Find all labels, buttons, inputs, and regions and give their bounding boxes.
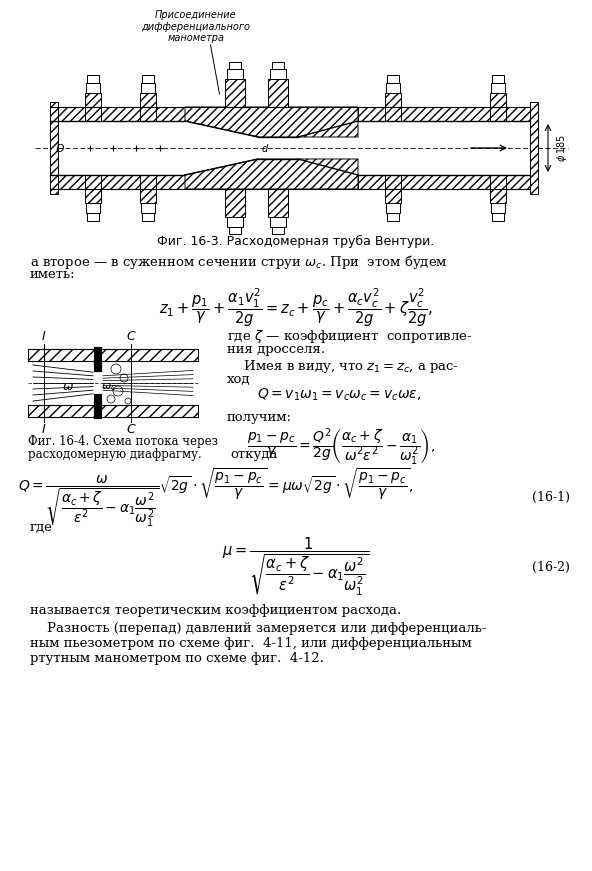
Polygon shape: [491, 203, 505, 213]
Polygon shape: [492, 75, 504, 83]
Text: ртутным манометром по схеме фиг.  4-12.: ртутным манометром по схеме фиг. 4-12.: [30, 652, 324, 665]
Polygon shape: [86, 83, 100, 93]
Polygon shape: [227, 69, 243, 79]
Text: $\omega_c$: $\omega_c$: [101, 381, 117, 393]
Text: (16-1): (16-1): [532, 491, 570, 504]
Polygon shape: [28, 349, 198, 361]
Polygon shape: [28, 405, 198, 417]
Polygon shape: [268, 79, 288, 107]
Polygon shape: [229, 227, 241, 234]
Text: где $\zeta$ — коэффициент  сопротивле-: где $\zeta$ — коэффициент сопротивле-: [227, 328, 472, 345]
Text: откуда: откуда: [230, 448, 278, 461]
Text: Имея в виду, что $z_1=z_c$, а рас-: Имея в виду, что $z_1=z_c$, а рас-: [227, 358, 459, 375]
Polygon shape: [141, 203, 155, 213]
Polygon shape: [358, 175, 530, 189]
Polygon shape: [185, 159, 358, 189]
Polygon shape: [272, 227, 284, 234]
Text: $z_1 + \dfrac{p_1}{\gamma} + \dfrac{\alpha_1 v_1^2}{2g} = z_c + \dfrac{p_c}{\gam: $z_1 + \dfrac{p_1}{\gamma} + \dfrac{\alp…: [159, 286, 433, 328]
Text: где: где: [30, 521, 53, 534]
Polygon shape: [225, 189, 245, 217]
Polygon shape: [387, 75, 399, 83]
Polygon shape: [185, 107, 358, 137]
Polygon shape: [227, 217, 243, 227]
Polygon shape: [85, 175, 101, 203]
Polygon shape: [270, 217, 286, 227]
Text: (16-2): (16-2): [532, 561, 570, 574]
Polygon shape: [386, 83, 400, 93]
Text: иметь:: иметь:: [30, 268, 76, 281]
Polygon shape: [268, 189, 288, 217]
Polygon shape: [225, 79, 245, 107]
Text: ным пьезометром по схеме фиг.  4-11, или дифференциальным: ным пьезометром по схеме фиг. 4-11, или …: [30, 637, 472, 650]
Text: Разность (перепад) давлений замеряется или дифференциаль-: Разность (перепад) давлений замеряется и…: [30, 622, 487, 635]
Text: $\mu=\dfrac{1}{\sqrt{\dfrac{\alpha_c+\zeta}{\varepsilon^2}-\alpha_1\dfrac{\omega: $\mu=\dfrac{1}{\sqrt{\dfrac{\alpha_c+\ze…: [223, 536, 369, 598]
Polygon shape: [358, 107, 530, 121]
Text: I: I: [42, 423, 46, 436]
Polygon shape: [142, 75, 154, 83]
Polygon shape: [229, 62, 241, 69]
Text: $\omega$: $\omega$: [62, 381, 74, 394]
Text: $D$: $D$: [55, 142, 65, 154]
Text: $\dfrac{p_1-p_c}{\gamma} = \dfrac{Q^2}{2g}\!\left(\dfrac{\alpha_c+\zeta}{\omega^: $\dfrac{p_1-p_c}{\gamma} = \dfrac{Q^2}{2…: [247, 426, 435, 468]
Text: ход: ход: [227, 373, 250, 386]
Polygon shape: [492, 213, 504, 221]
Text: $d$: $d$: [261, 142, 269, 154]
Polygon shape: [87, 75, 99, 83]
Polygon shape: [86, 203, 100, 213]
Text: называется теоретическим коэффициентом расхода.: называется теоретическим коэффициентом р…: [30, 604, 401, 617]
Text: получим:: получим:: [227, 411, 292, 424]
Text: $Q = v_1\omega_1 = v_c\omega_c = v_c\omega\varepsilon,$: $Q = v_1\omega_1 = v_c\omega_c = v_c\ome…: [257, 387, 422, 403]
Polygon shape: [490, 93, 506, 121]
Polygon shape: [50, 102, 58, 194]
Text: Присоединение
дифференциального
манометра: Присоединение дифференциального манометр…: [141, 10, 250, 44]
Text: а второе — в суженном сечении струи $\omega_c$. При  этом будем: а второе — в суженном сечении струи $\om…: [30, 253, 448, 271]
Text: ния дросселя.: ния дросселя.: [227, 343, 325, 356]
Polygon shape: [385, 93, 401, 121]
Polygon shape: [85, 93, 101, 121]
Polygon shape: [385, 175, 401, 203]
Text: C: C: [127, 423, 136, 436]
Polygon shape: [140, 93, 156, 121]
Polygon shape: [386, 203, 400, 213]
Polygon shape: [272, 62, 284, 69]
Polygon shape: [387, 213, 399, 221]
Polygon shape: [50, 107, 185, 121]
Text: $Q=\dfrac{\omega}{\sqrt{\dfrac{\alpha_c+\zeta}{\varepsilon^2}-\alpha_1\dfrac{\om: $Q=\dfrac{\omega}{\sqrt{\dfrac{\alpha_c+…: [18, 466, 414, 529]
Polygon shape: [270, 69, 286, 79]
Polygon shape: [87, 213, 99, 221]
Polygon shape: [491, 83, 505, 93]
Text: I: I: [42, 330, 46, 343]
Text: $\phi\,185$: $\phi\,185$: [555, 134, 569, 162]
Polygon shape: [142, 213, 154, 221]
Polygon shape: [490, 175, 506, 203]
Text: Фиг. 16-4. Схема потока через: Фиг. 16-4. Схема потока через: [28, 435, 218, 448]
Polygon shape: [50, 175, 185, 189]
Polygon shape: [141, 83, 155, 93]
Text: расходомерную диафрагму.: расходомерную диафрагму.: [28, 448, 202, 461]
Text: Фиг. 16-3. Расходомерная труба Вентури.: Фиг. 16-3. Расходомерная труба Вентури.: [157, 235, 435, 248]
Polygon shape: [530, 102, 538, 194]
Polygon shape: [140, 175, 156, 203]
Text: C: C: [127, 330, 136, 343]
